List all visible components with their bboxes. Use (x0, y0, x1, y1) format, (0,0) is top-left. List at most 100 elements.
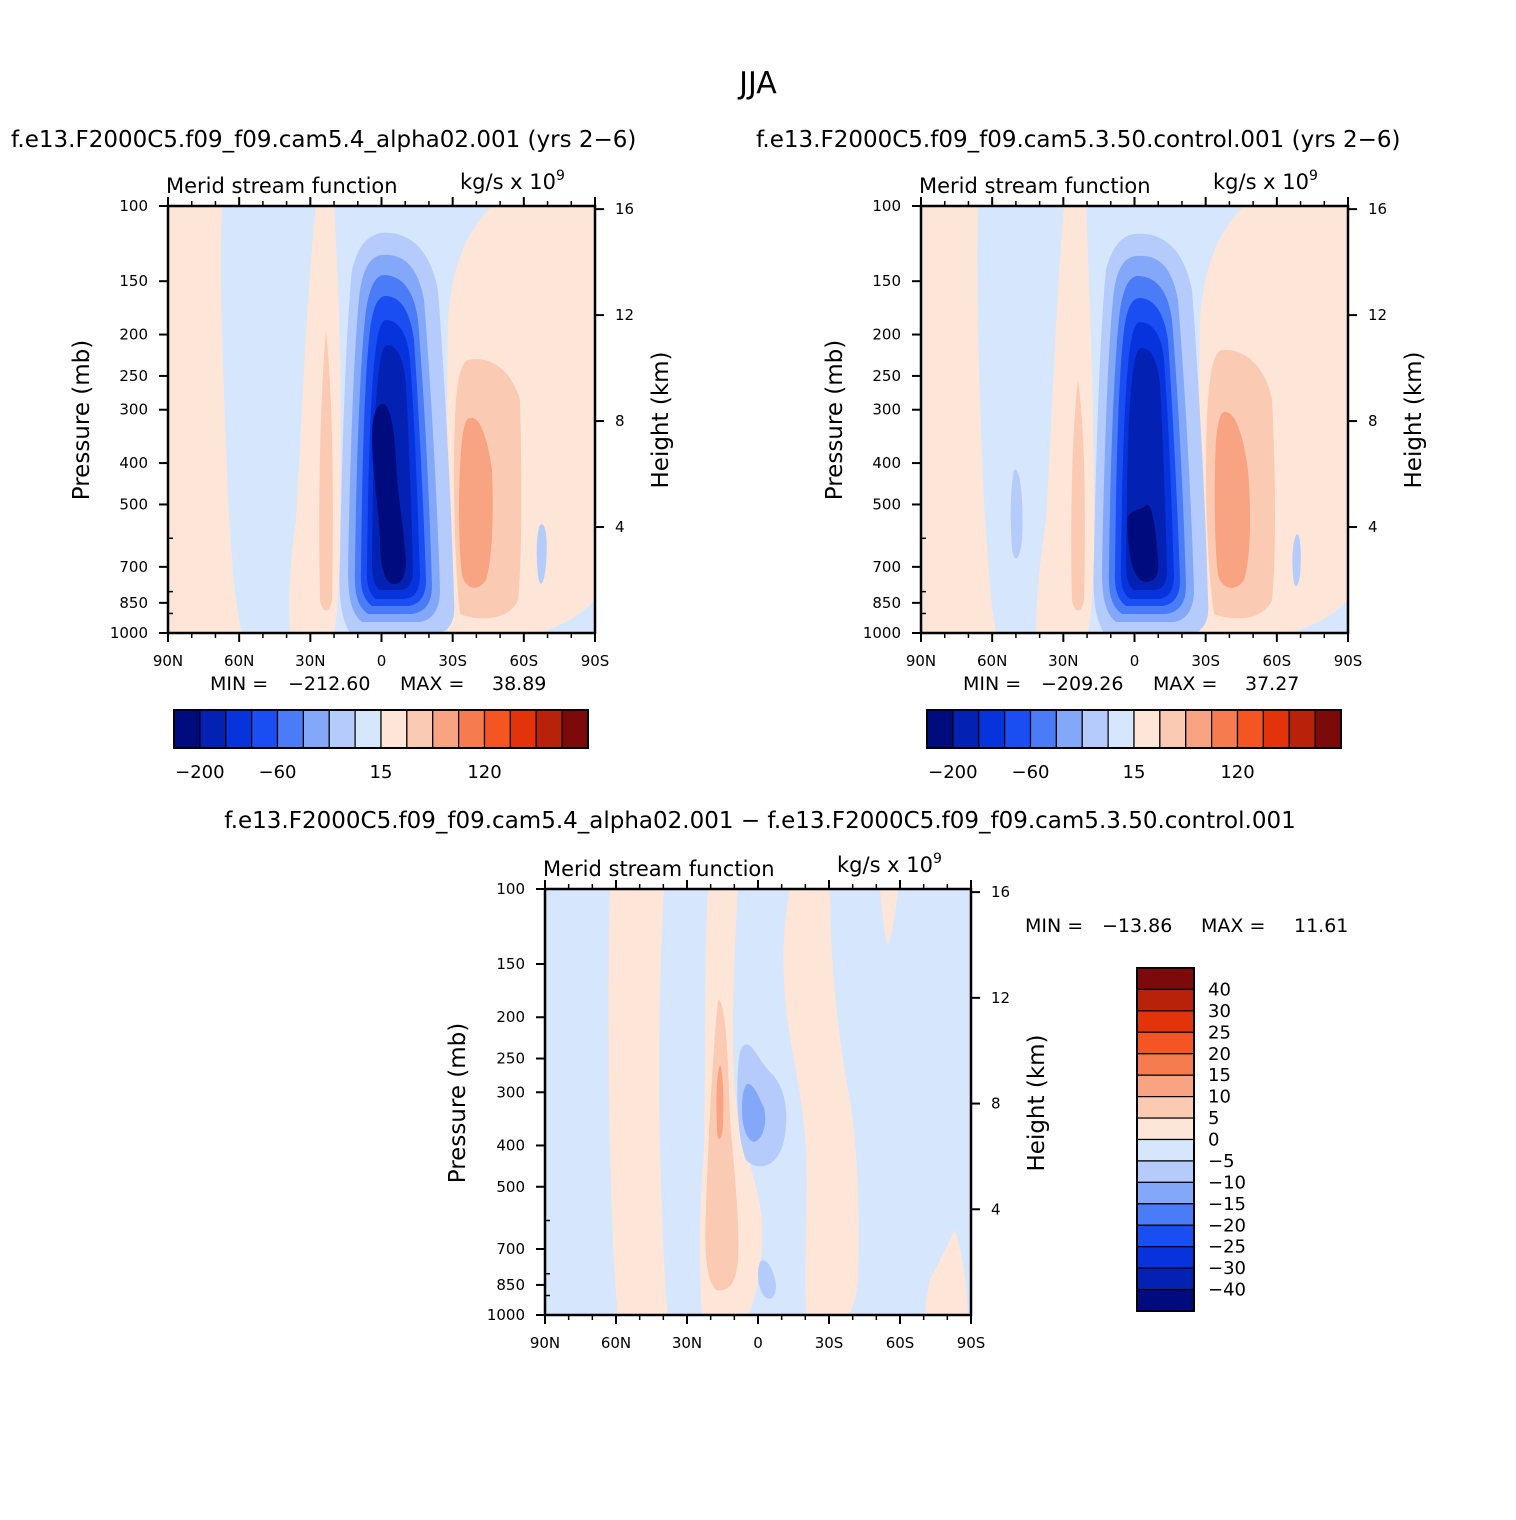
x-tick-label: 90N (906, 652, 936, 670)
y-tick-label: 400 (872, 454, 901, 472)
y-tick-label: 500 (496, 1178, 525, 1196)
colorbar-swatch (1136, 1246, 1195, 1269)
panel-b-axes: 100 150 200 250 300 400 500 700 850 1000 90N 60N 30N… (863, 197, 1387, 670)
x-tick-label: 0 (1130, 652, 1140, 670)
colorbar-swatch (1136, 1267, 1195, 1291)
colorbar-frame (926, 709, 1342, 749)
colorbar-swatch (1081, 709, 1109, 749)
colorbar-swatch (952, 709, 980, 749)
colorbar-tick-label: −15 (1208, 1194, 1246, 1215)
colorbar-frame (173, 709, 589, 749)
colorbar-tick-label: −10 (1208, 1172, 1246, 1193)
colorbar-tick-label: 25 (1208, 1022, 1231, 1043)
panel-b-min-value: −209.26 (1041, 673, 1123, 695)
colorbar-swatch (509, 709, 537, 749)
height-tick-label: 4 (1368, 518, 1378, 536)
colorbar-swatch (1136, 1224, 1195, 1248)
x-tick-label: 90N (153, 652, 183, 670)
panel-diff-max-label: MAX = (1201, 915, 1265, 937)
colorbar-tick-label: −60 (1012, 762, 1050, 783)
colorbar-tick-label: 15 (1208, 1065, 1231, 1086)
y-tick-label: 200 (872, 326, 901, 344)
x-tick-label: 60S (510, 652, 539, 670)
colorbar-swatch (978, 709, 1006, 749)
colorbar-swatch (1136, 1117, 1195, 1141)
colorbar-swatch (1288, 709, 1316, 749)
colorbar-tick-label: 15 (370, 762, 393, 783)
panel-diff-y-axis-label: Pressure (mb) (445, 1023, 471, 1183)
case-a-title: f.e13.F2000C5.f09_f09.cam5.4_alpha02.001… (11, 127, 636, 153)
colorbar-swatch (1004, 709, 1032, 749)
panel-a-title: Merid stream function (166, 174, 398, 198)
difference-title: f.e13.F2000C5.f09_f09.cam5.4_alpha02.001… (224, 808, 1295, 834)
height-tick-label: 12 (615, 306, 634, 324)
panel-diff-units-exponent: 9 (933, 851, 942, 867)
x-tick-label: 30S (1191, 652, 1220, 670)
colorbar-swatch (561, 709, 589, 749)
x-tick-label: 90S (957, 1334, 986, 1352)
colorbar-swatch (251, 709, 279, 749)
x-tick-label: 0 (377, 652, 387, 670)
panel-a-negative-core (372, 403, 406, 585)
colorbar-tick-label: 40 (1208, 979, 1231, 1000)
panel-a-height-axis-label: Height (km) (648, 351, 674, 488)
height-tick-label: 4 (615, 518, 625, 536)
x-tick-label: 30S (815, 1334, 844, 1352)
panel-diff-positive-south-pole-base (925, 1230, 968, 1315)
colorbar-swatch (1107, 709, 1135, 749)
colorbar-swatch (1159, 709, 1187, 749)
panel-b-positive-high-lat-north (921, 206, 996, 633)
colorbar-tick-label: 5 (1208, 1108, 1219, 1129)
colorbar-swatch (458, 709, 486, 749)
colorbar-tick-label: 15 (1123, 762, 1146, 783)
y-tick-label: 700 (872, 558, 901, 576)
height-tick-label: 4 (991, 1200, 1001, 1218)
y-tick-label: 300 (119, 401, 148, 419)
figure-title: JJA (737, 66, 777, 101)
colorbar-swatch (1136, 1181, 1195, 1205)
colorbar-swatch (1185, 709, 1213, 749)
y-tick-label: 850 (119, 594, 148, 612)
panel-diff-positive-south-pole-spot (880, 889, 898, 945)
x-tick-label: 90S (581, 652, 610, 670)
case-b-title: f.e13.F2000C5.f09_f09.cam5.3.50.control.… (756, 127, 1400, 153)
y-tick-label: 1000 (863, 624, 901, 642)
colorbar-swatch (199, 709, 227, 749)
panel-a-units: kg/s x 109 (460, 168, 565, 194)
y-tick-label: 150 (872, 272, 901, 290)
colorbar-tick-label: −60 (259, 762, 297, 783)
y-tick-label: 500 (872, 495, 901, 513)
colorbar-tick-label: 30 (1208, 1001, 1231, 1022)
colorbar-swatch (1136, 967, 1195, 991)
panel-b-y-axis-label: Pressure (mb) (822, 340, 848, 500)
panel-b-title: Merid stream function (919, 174, 1151, 198)
colorbar-swatch (1314, 709, 1342, 749)
colorbar-swatch (380, 709, 408, 749)
y-tick-label: 850 (496, 1276, 525, 1294)
y-tick-label: 400 (496, 1136, 525, 1154)
x-tick-label: 60N (601, 1334, 631, 1352)
height-tick-label: 16 (1368, 200, 1387, 218)
panel-diff-positive-small-blob (816, 1111, 823, 1147)
y-tick-label: 300 (872, 401, 901, 419)
panel-diff-axes: 100 150 200 250 300 400 500 700 850 1000 90N 60N 30N… (487, 880, 1010, 1352)
colorbar-tick-label: −30 (1208, 1258, 1246, 1279)
panel-diff-negative-core (742, 1084, 766, 1142)
panel-b-positive-subtropical-north-core (1071, 380, 1085, 611)
colorbar-swatch (276, 709, 304, 749)
y-tick-label: 500 (119, 495, 148, 513)
colorbar-swatch (1136, 1138, 1195, 1162)
colorbar-swatch (406, 709, 434, 749)
panel-b-units-base: kg/s x 10 (1213, 170, 1309, 194)
colorbar-tick-label: −20 (1208, 1215, 1246, 1236)
panel-b-south-pole-negative (1292, 534, 1301, 587)
x-tick-label: 90S (1334, 652, 1363, 670)
height-tick-label: 8 (1368, 412, 1378, 430)
panel-b-min-label: MIN = (963, 673, 1021, 695)
y-tick-label: 300 (496, 1083, 525, 1101)
height-tick-label: 8 (991, 1095, 1001, 1113)
x-tick-label: 30N (1048, 652, 1078, 670)
